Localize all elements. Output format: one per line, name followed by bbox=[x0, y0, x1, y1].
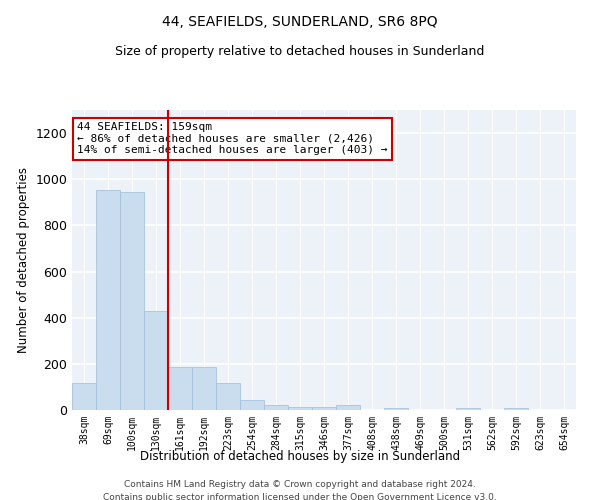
Text: 44 SEAFIELDS: 159sqm
← 86% of detached houses are smaller (2,426)
14% of semi-de: 44 SEAFIELDS: 159sqm ← 86% of detached h… bbox=[77, 122, 388, 155]
Bar bbox=[312, 406, 336, 410]
Bar bbox=[96, 190, 120, 410]
Bar bbox=[168, 368, 192, 410]
Bar bbox=[192, 368, 216, 410]
Bar bbox=[264, 406, 288, 410]
Text: 44, SEAFIELDS, SUNDERLAND, SR6 8PQ: 44, SEAFIELDS, SUNDERLAND, SR6 8PQ bbox=[162, 15, 438, 29]
Text: Contains public sector information licensed under the Open Government Licence v3: Contains public sector information licen… bbox=[103, 492, 497, 500]
Y-axis label: Number of detached properties: Number of detached properties bbox=[17, 167, 30, 353]
Bar bbox=[72, 384, 96, 410]
Text: Size of property relative to detached houses in Sunderland: Size of property relative to detached ho… bbox=[115, 45, 485, 58]
Bar bbox=[144, 311, 168, 410]
Bar bbox=[120, 192, 144, 410]
Bar bbox=[384, 408, 408, 410]
Bar bbox=[456, 408, 480, 410]
Bar bbox=[336, 406, 360, 410]
Bar bbox=[240, 400, 264, 410]
Text: Distribution of detached houses by size in Sunderland: Distribution of detached houses by size … bbox=[140, 450, 460, 463]
Bar bbox=[288, 406, 312, 410]
Bar bbox=[504, 408, 528, 410]
Bar bbox=[216, 384, 240, 410]
Text: Contains HM Land Registry data © Crown copyright and database right 2024.: Contains HM Land Registry data © Crown c… bbox=[124, 480, 476, 489]
